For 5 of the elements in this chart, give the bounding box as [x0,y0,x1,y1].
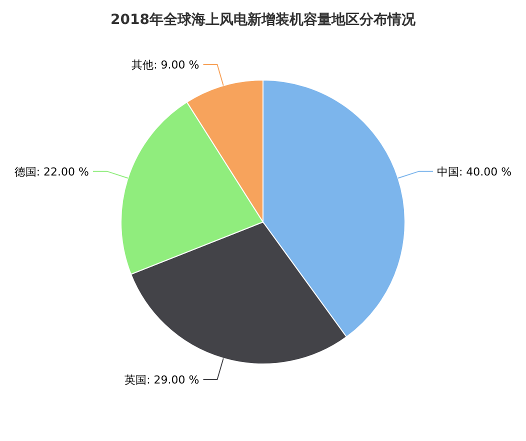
chart-title: 2018年全球海上风电新增装机容量地区分布情况 [110,11,416,28]
slice-label: 英国: 29.00 % [124,373,200,386]
slice-label: 其他: 9.00 % [132,58,200,72]
slice-label: 中国: 40.00 % [436,165,512,178]
slice-label: 德国: 22.00 % [14,165,90,178]
